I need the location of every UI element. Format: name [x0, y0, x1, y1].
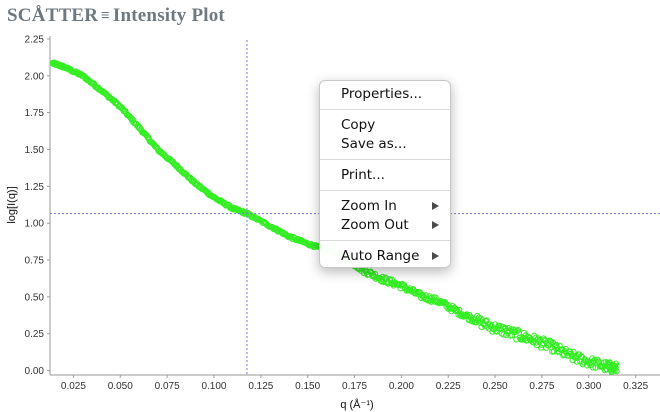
data-point [515, 326, 522, 333]
menu-item-label: Print... [341, 167, 385, 183]
submenu-arrow-icon [432, 252, 439, 260]
menu-separator [320, 240, 450, 241]
data-point [388, 276, 396, 283]
y-tick-label: 0.00 [25, 366, 45, 377]
data-point [386, 276, 393, 283]
data-point [589, 364, 597, 371]
data-series [49, 59, 620, 375]
y-tick-label: 0.50 [25, 292, 45, 303]
submenu-arrow-icon [432, 221, 439, 229]
x-tick-label: 0.225 [436, 381, 461, 392]
y-tick-label: 1.75 [25, 108, 45, 119]
x-tick-label: 0.275 [529, 381, 554, 392]
data-point [553, 341, 560, 348]
context-menu: Properties... Copy Save as... Print... Zoom … [319, 80, 451, 268]
x-tick-label: 0.100 [201, 381, 226, 392]
y-tick-label: 1.50 [25, 145, 45, 156]
data-point [612, 364, 619, 371]
y-tick-label: 0.25 [25, 329, 45, 340]
data-point [508, 332, 516, 339]
menu-item-label: Zoom In [341, 198, 397, 214]
menu-item-zoom-out[interactable]: Zoom Out [320, 216, 450, 235]
menu-separator [320, 190, 450, 191]
data-point [477, 315, 484, 322]
menu-separator [320, 109, 450, 110]
x-tick-label: 0.250 [483, 381, 508, 392]
data-point [514, 327, 521, 334]
x-tick-label: 0.150 [295, 381, 320, 392]
y-tick-label: 2.00 [25, 71, 45, 82]
x-tick-label: 0.200 [389, 381, 414, 392]
x-tick-label: 0.325 [623, 381, 648, 392]
y-tick-label: 2.25 [25, 34, 45, 45]
data-point [613, 368, 620, 375]
app-name: SCÅTTER [7, 5, 99, 26]
x-tick-label: 0.125 [248, 381, 273, 392]
menu-item-label: Auto Range [341, 248, 420, 264]
data-point [612, 360, 620, 367]
menu-item-auto-range[interactable]: Auto Range [320, 247, 450, 266]
menu-item-print[interactable]: Print... [320, 166, 450, 185]
y-axis-label: log[I(q)] [6, 186, 18, 223]
menu-item-label: Copy [341, 117, 376, 133]
data-point [400, 281, 407, 289]
x-tick-label: 0.025 [61, 381, 86, 392]
y-tick-label: 1.25 [25, 182, 45, 193]
data-point [493, 328, 500, 335]
menu-item-label: Zoom Out [341, 217, 409, 233]
app-title: SCÅTTER ≡ Intensity Plot [7, 5, 225, 27]
menu-item-label: Properties... [341, 86, 423, 102]
menu-item-properties[interactable]: Properties... [320, 85, 450, 104]
menu-item-label: Save as... [341, 136, 407, 152]
data-point [570, 348, 577, 355]
x-tick-label: 0.175 [342, 381, 367, 392]
y-tick-label: 1.00 [25, 219, 45, 230]
data-point [492, 327, 499, 334]
x-axis-label: q (Å⁻¹) [340, 398, 373, 411]
menu-item-copy[interactable]: Copy [320, 116, 450, 135]
x-tick-label: 0.075 [155, 381, 180, 392]
menu-item-zoom-in[interactable]: Zoom In [320, 197, 450, 216]
plot-title: Intensity Plot [112, 5, 225, 26]
submenu-arrow-icon [432, 202, 439, 210]
data-point [483, 317, 490, 324]
x-tick-label: 0.300 [576, 381, 601, 392]
menu-item-save-as[interactable]: Save as... [320, 135, 450, 154]
y-tick-label: 0.75 [25, 256, 45, 267]
menu-separator [320, 159, 450, 160]
x-tick-label: 0.050 [108, 381, 133, 392]
menu-lines-icon[interactable]: ≡ [101, 8, 110, 24]
